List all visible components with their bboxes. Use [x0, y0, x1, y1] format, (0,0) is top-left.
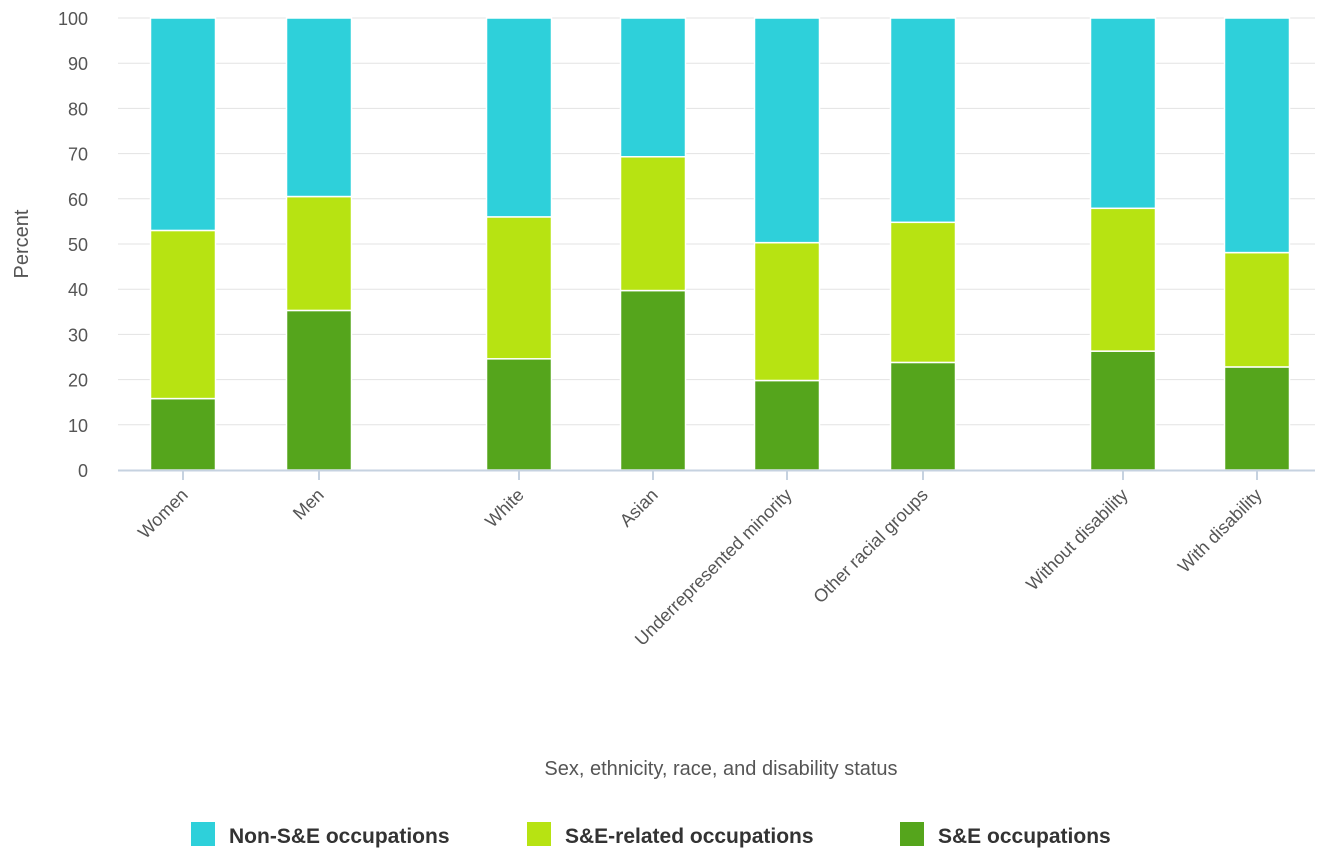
- x-tick-label: Underrepresented minority: [631, 485, 796, 650]
- bar-segment: [285, 195, 353, 312]
- y-tick-label: 0: [78, 461, 88, 481]
- legend-label: S&E-related occupations: [565, 825, 814, 848]
- bar-segment: [889, 17, 957, 224]
- x-tick-label: With disability: [1174, 485, 1266, 577]
- bar-segment: [485, 216, 553, 360]
- bar-segment: [149, 229, 217, 400]
- bar-segment: [149, 17, 217, 232]
- y-tick-label: 60: [68, 190, 88, 210]
- x-tick-label: Other racial groups: [809, 485, 931, 607]
- y-tick-label: 80: [68, 99, 88, 119]
- y-tick-label: 30: [68, 325, 88, 345]
- y-tick-label: 50: [68, 235, 88, 255]
- bar-segment: [1089, 17, 1157, 210]
- bar-segment: [753, 241, 821, 382]
- y-tick-label: 20: [68, 371, 88, 391]
- bar-segment: [149, 397, 217, 471]
- y-tick-label: 100: [58, 9, 88, 29]
- legend-swatch: [900, 822, 924, 846]
- y-tick-label: 10: [68, 416, 88, 436]
- x-tick-label: Without disability: [1022, 485, 1132, 595]
- bar-segment: [619, 17, 687, 158]
- x-tick-label: Men: [289, 485, 328, 524]
- y-axis-ticks: 0 10 20 30 40 50 60 70 80 90 100: [58, 9, 88, 481]
- y-tick-label: 40: [68, 280, 88, 300]
- bar-segment: [1223, 251, 1291, 368]
- x-tick-label: Asian: [616, 485, 662, 531]
- x-axis-title: Sex, ethnicity, race, and disability sta…: [544, 758, 897, 780]
- bar-segment: [889, 361, 957, 471]
- y-axis-title: Percent: [11, 209, 33, 278]
- bar-segment: [753, 17, 821, 244]
- bar-segment: [285, 17, 353, 198]
- bar-segment: [889, 221, 957, 364]
- bar-segment: [285, 309, 353, 471]
- legend-swatch: [527, 822, 551, 846]
- legend-swatch: [191, 822, 215, 846]
- legend: Non-S&E occupations S&E-related occupatio…: [191, 822, 1111, 848]
- y-tick-label: 90: [68, 54, 88, 74]
- legend-label: S&E occupations: [938, 825, 1111, 848]
- bar-segment: [619, 289, 687, 471]
- bar-segment: [619, 156, 687, 292]
- bar-segment: [753, 379, 821, 471]
- bar-segment: [485, 17, 553, 218]
- y-tick-label: 70: [68, 145, 88, 165]
- x-tick-label: White: [481, 485, 528, 532]
- bar-segment: [1089, 350, 1157, 471]
- legend-label: Non-S&E occupations: [229, 825, 450, 848]
- bars: [149, 17, 1291, 471]
- bar-segment: [1223, 17, 1291, 254]
- x-tick-label: Women: [134, 485, 192, 543]
- bar-segment: [1223, 366, 1291, 471]
- bar-segment: [485, 358, 553, 471]
- bar-segment: [1089, 207, 1157, 352]
